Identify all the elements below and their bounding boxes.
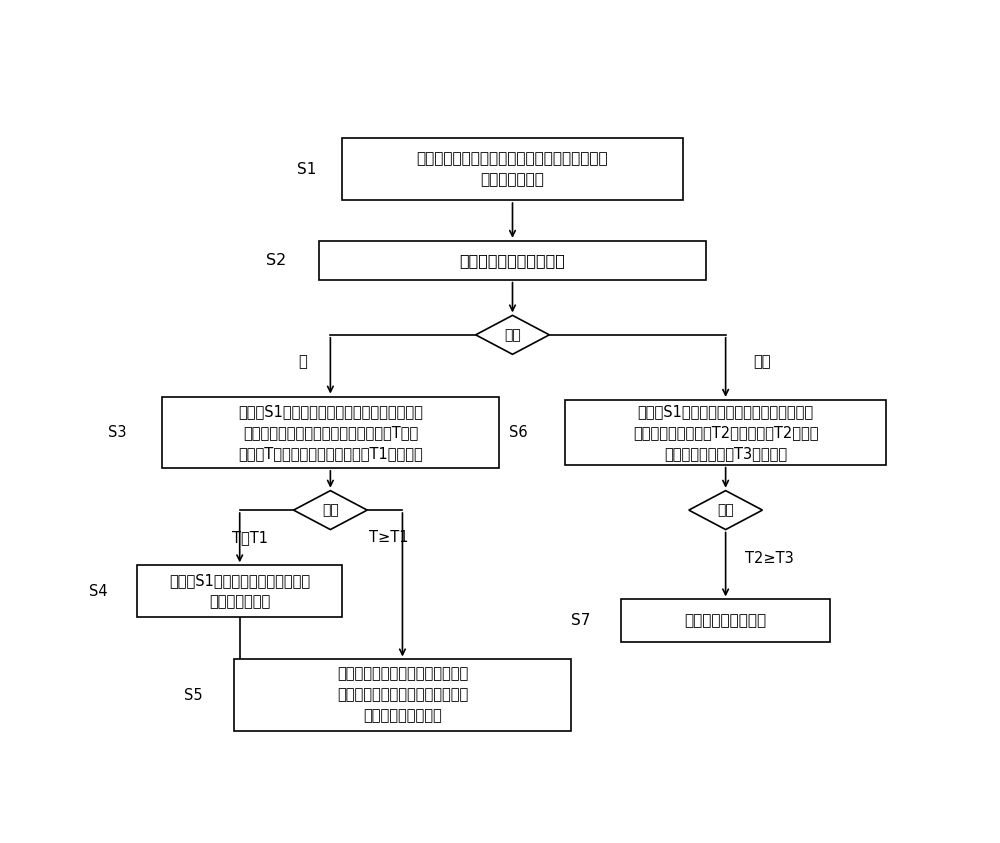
- FancyBboxPatch shape: [621, 599, 830, 642]
- Text: 当步骤S1判断出用户没有观看电视时，记录
来电信号持续的时间T2，并将时间T2与手机
来电提示时间阈值T3进行比较: 当步骤S1判断出用户没有观看电视时，记录 来电信号持续的时间T2，并将时间T2与…: [633, 404, 818, 461]
- Polygon shape: [689, 491, 762, 529]
- Text: 不是: 不是: [753, 355, 770, 369]
- Text: 判断: 判断: [717, 503, 734, 517]
- Text: 判断: 判断: [504, 328, 521, 342]
- Text: T≥T1: T≥T1: [369, 530, 409, 545]
- FancyBboxPatch shape: [342, 138, 683, 200]
- Text: S7: S7: [571, 613, 590, 628]
- Text: S5: S5: [184, 688, 203, 702]
- Polygon shape: [294, 491, 367, 529]
- Text: T2≥T3: T2≥T3: [745, 551, 794, 566]
- Polygon shape: [476, 315, 549, 354]
- Text: 向电视发出持续的提示信号，并从
电视发出提示信号的时间点开始缓
存视频至第二缓存区: 向电视发出持续的提示信号，并从 电视发出提示信号的时间点开始缓 存视频至第二缓存…: [337, 667, 468, 723]
- Text: 判断用户是否在观看电视: 判断用户是否在观看电视: [460, 253, 565, 268]
- Text: T＜T1: T＜T1: [232, 530, 268, 545]
- Text: 发出持续的响铃提示: 发出持续的响铃提示: [685, 613, 767, 628]
- FancyBboxPatch shape: [234, 659, 571, 731]
- Text: 从步骤S1记录的时间点开始缓存视
频至第一缓存区: 从步骤S1记录的时间点开始缓存视 频至第一缓存区: [169, 573, 310, 609]
- Text: 机顶盒采集手机来电信号，并记录接收到手机来
电信号的时间点: 机顶盒采集手机来电信号，并记录接收到手机来 电信号的时间点: [417, 151, 608, 187]
- Text: S1: S1: [297, 162, 317, 177]
- FancyBboxPatch shape: [565, 400, 886, 464]
- Text: 是: 是: [298, 355, 307, 369]
- FancyBboxPatch shape: [137, 566, 342, 617]
- FancyBboxPatch shape: [162, 396, 499, 468]
- Text: S2: S2: [266, 253, 286, 268]
- FancyBboxPatch shape: [319, 241, 706, 280]
- Text: 从步骤S1记录的时间点开始，将电视的音量调
到最低，同时记录来电信号持续的时间T，并
将时间T与手机来电提示时间阈值T1进行比较: 从步骤S1记录的时间点开始，将电视的音量调 到最低，同时记录来电信号持续的时间T…: [238, 404, 423, 461]
- Text: S6: S6: [509, 425, 527, 440]
- Text: 判断: 判断: [322, 503, 339, 517]
- Text: S4: S4: [89, 583, 107, 599]
- Text: S3: S3: [108, 425, 126, 440]
